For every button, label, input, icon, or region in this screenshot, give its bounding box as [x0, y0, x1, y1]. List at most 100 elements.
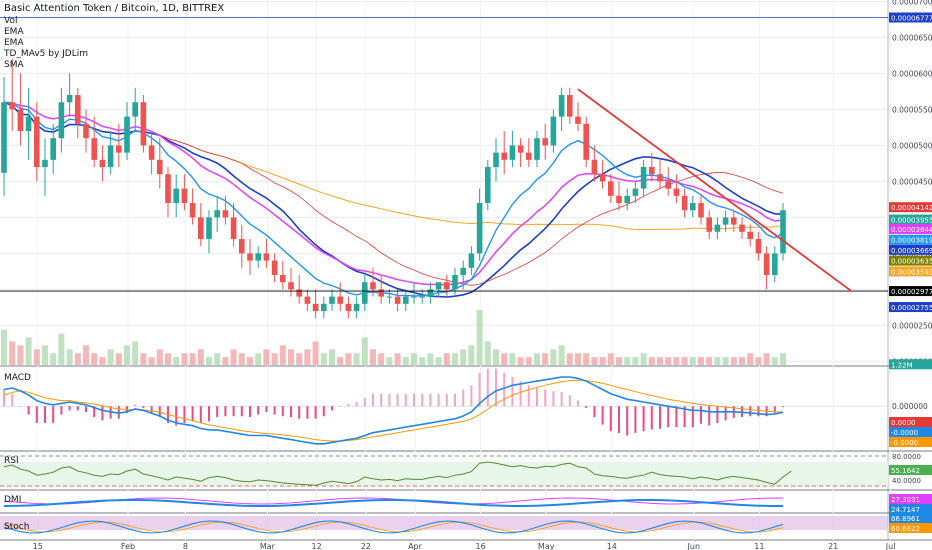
volume-bar [50, 353, 57, 365]
candle-body [763, 253, 770, 276]
volume-bar [263, 349, 270, 365]
candle-body [649, 167, 655, 175]
indicator-tdma-label[interactable]: TD_MAv5 by JDLim [4, 49, 89, 59]
macd-histogram-bar [11, 393, 14, 407]
macd-pane-label: MACD [4, 373, 31, 383]
rsi-tick-label: 80.0000 [892, 453, 921, 461]
stoch-value-label: 86.8961 [891, 515, 920, 523]
volume-bar [124, 345, 130, 365]
candle-body [50, 138, 56, 160]
volume-bar [550, 349, 557, 365]
macd-histogram-bar [265, 406, 268, 413]
volume-bar [214, 353, 221, 365]
macd-histogram-bar [495, 368, 497, 407]
candle-body [616, 195, 622, 204]
candle-body [280, 275, 286, 283]
macd-histogram-bar [486, 368, 489, 407]
volume-bar [312, 341, 319, 365]
macd-histogram-bar [101, 406, 104, 421]
macd-histogram-bar [76, 406, 79, 411]
candle-body [509, 145, 516, 160]
candle-body [1, 102, 7, 173]
volume-bar [247, 357, 253, 365]
dmi-value-tag [889, 504, 932, 514]
volume-bar [181, 353, 188, 365]
candle-body [312, 303, 319, 312]
volume-bar [689, 357, 696, 365]
macd-histogram-bar [552, 391, 555, 407]
candle-body [247, 253, 253, 261]
volume-bar [58, 333, 65, 365]
macd-tick-label: 0.000000 [892, 402, 928, 411]
candle-body [42, 159, 48, 168]
macd-histogram-bar [380, 393, 383, 407]
candle-body [362, 282, 368, 304]
volume-bar [419, 357, 426, 365]
candle-body [476, 203, 483, 254]
macd-value-label: -0.0000 [891, 429, 918, 437]
volume-bar [25, 337, 32, 365]
candle-body [673, 188, 680, 196]
candle-body [189, 203, 196, 218]
volume-bar [99, 357, 106, 365]
price-tag-box [889, 223, 932, 234]
price-tag-box [889, 302, 932, 313]
volume-bar [222, 357, 229, 365]
candle-body [640, 167, 647, 189]
volume-bar [74, 353, 81, 365]
time-axis-label: 16 [476, 542, 486, 550]
indicator-ema-label-2[interactable]: EMA [4, 38, 24, 48]
time-axis-label: 22 [361, 542, 371, 550]
volume-bar [730, 357, 737, 365]
volume-bar [493, 349, 499, 365]
time-axis-label: Apr [408, 542, 423, 550]
stoch-d-line [3, 521, 784, 533]
volume-bar [476, 310, 483, 365]
volume-bar [698, 357, 704, 365]
volume-bar [304, 349, 311, 365]
price-tag-box [889, 12, 932, 23]
indicator-ema-label[interactable]: EMA [4, 27, 24, 37]
price-tag-box [889, 266, 932, 277]
chart-title: Basic Attention Token / Bitcoin, 1D, BIT… [4, 3, 225, 14]
volume-bar [1, 329, 7, 365]
volume-bar [91, 353, 98, 365]
volume-bar [320, 353, 327, 365]
candle-body [632, 188, 639, 196]
macd-histogram-bar [437, 393, 440, 407]
dmi-value-tag [889, 494, 932, 504]
volume-bar [115, 353, 122, 365]
volume-bar [599, 357, 606, 365]
macd-histogram-bar [478, 372, 481, 407]
indicator-vol-label[interactable]: Vol [4, 16, 18, 26]
volume-bar [755, 357, 762, 365]
macd-histogram-bar [216, 406, 219, 418]
macd-histogram-bar [60, 406, 63, 415]
stoch-band [0, 516, 888, 530]
ema-magenta-line [3, 101, 784, 286]
macd-histogram-bar [322, 406, 325, 417]
candle-body [780, 210, 786, 254]
candle-body [550, 116, 557, 146]
candle-body [288, 282, 294, 290]
price-tag-label: 0.00003955 [891, 217, 932, 225]
volume-bar [288, 349, 294, 365]
macd-histogram-bar [249, 406, 251, 418]
macd-line [3, 376, 784, 445]
volume-bar [132, 341, 139, 365]
volume-bar [468, 345, 475, 365]
candle-body [526, 152, 532, 160]
macd-histogram-bar [404, 393, 407, 407]
volume-bar [534, 353, 540, 365]
candle-body [34, 116, 40, 168]
macd-histogram-bar [273, 406, 276, 415]
volume-bar [156, 349, 163, 365]
macd-histogram-bar [232, 406, 235, 417]
macd-histogram-bar [52, 406, 55, 423]
candle-body [345, 303, 352, 312]
volume-bar [665, 357, 672, 365]
volume-bar [42, 345, 48, 365]
indicator-sma-label[interactable]: SMA [4, 60, 24, 70]
